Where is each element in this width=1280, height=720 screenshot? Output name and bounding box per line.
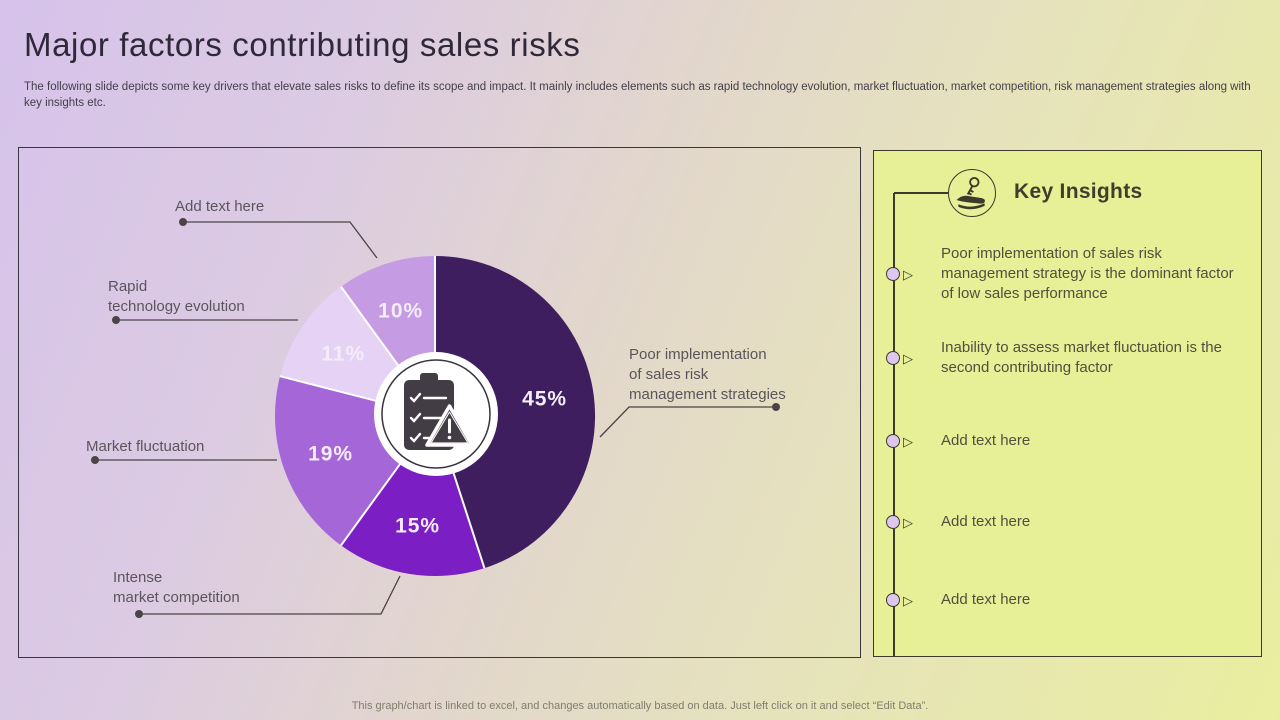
footer-note: This graph/chart is linked to excel, and… (351, 700, 929, 712)
insight-text: Inability to assess market fluctuation i… (941, 339, 1222, 376)
pie-data-label-4: 10% (378, 299, 423, 322)
insight-item: ▷ Add text here (886, 590, 1238, 610)
key-insights-title: Key Insights (1014, 180, 1143, 203)
insight-text[interactable]: Add text here (941, 432, 1031, 449)
pie-data-label-2: 19% (308, 443, 353, 466)
clipboard-warning-icon (404, 373, 474, 450)
bullet-triangle-icon: ▷ (903, 350, 913, 366)
chart-panel (18, 147, 861, 658)
callout-intense-competition-label: Intense market competition (113, 569, 240, 606)
bullet-circle-icon (886, 434, 900, 448)
callout-market-fluctuation-label: Market fluctuation (86, 438, 205, 455)
insight-text[interactable]: Add text here (941, 591, 1031, 608)
callout-connectors (95, 221, 776, 615)
insight-item: ▷ Poor implementation of sales risk mana… (886, 244, 1238, 304)
bullet-triangle-icon: ▷ (903, 592, 913, 608)
bullet-circle-icon (886, 351, 900, 365)
callout-dots (91, 218, 780, 618)
bullet-triangle-icon: ▷ (903, 266, 913, 282)
insight-item: ▷ Inability to assess market fluctuation… (886, 338, 1238, 378)
bullet-circle-icon (886, 515, 900, 529)
insights-panel: Key Insights ▷ Poor implementation of sa… (873, 150, 1262, 657)
pie-data-label-1: 15% (395, 515, 440, 538)
callout-connector-intense-competition (139, 575, 401, 615)
bullet-circle-icon (886, 267, 900, 281)
slide-subtitle: The following slide depicts some key dri… (24, 81, 1251, 109)
callout-connector-add-text (183, 221, 378, 259)
bullet-triangle-icon: ▷ (903, 514, 913, 530)
hand-key-icon (948, 169, 996, 217)
bullet-circle-icon (886, 593, 900, 607)
insight-item: ▷ Add text here (886, 431, 1238, 451)
page-title: Major factors contributing sales risks (24, 26, 581, 63)
callout-add-text-label[interactable]: Add text here (175, 198, 265, 215)
pie-slice-separators (279, 256, 486, 569)
callout-poor-implementation-label: Poor implementation of sales risk manage… (629, 346, 786, 403)
insight-item: ▷ Add text here (886, 512, 1238, 532)
insight-text: Poor implementation of sales risk manage… (941, 245, 1234, 302)
callout-connector-poor-implementation (599, 406, 776, 438)
insights-icon-connector (894, 192, 948, 194)
pie-data-label-3: 11% (321, 343, 365, 366)
pie-data-label-0: 45% (522, 388, 567, 411)
callout-rapid-technology-label: Rapid technology evolution (108, 278, 245, 315)
pie-percent-labels: 45% 15% 19% 11% 10% (308, 299, 567, 538)
pie-slice-1[interactable] (341, 416, 485, 576)
insights-timeline (893, 193, 895, 656)
pie-slice-0[interactable] (435, 255, 596, 569)
insight-text[interactable]: Add text here (941, 513, 1031, 530)
bullet-triangle-icon: ▷ (903, 433, 913, 449)
center-badge (374, 352, 498, 476)
